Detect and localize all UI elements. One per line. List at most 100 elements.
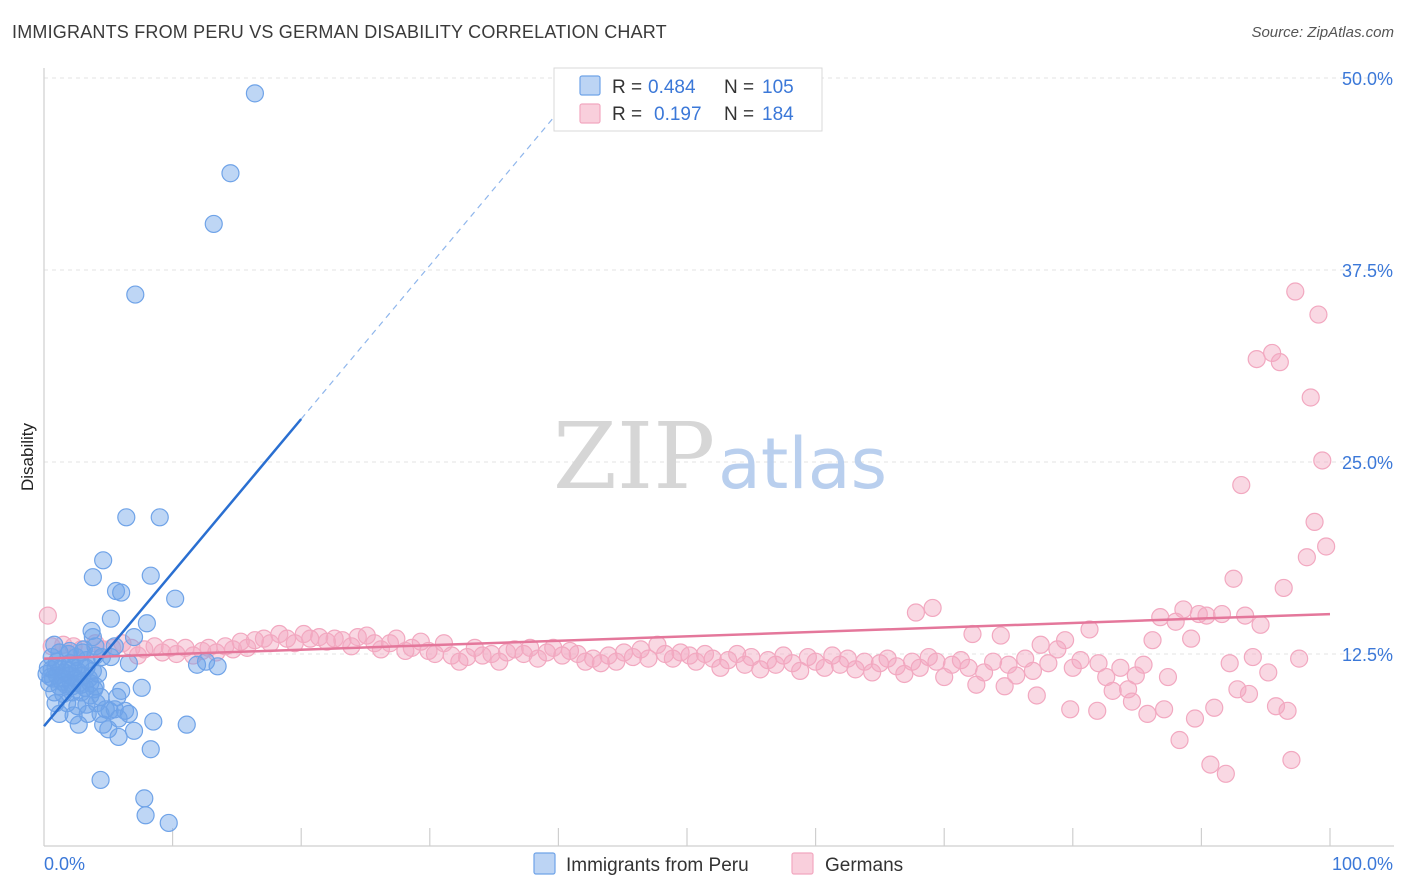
- peru-point: [68, 697, 87, 716]
- german-point: [1278, 701, 1297, 720]
- peru-point: [124, 721, 144, 740]
- german-point: [1286, 282, 1305, 301]
- german-point: [482, 644, 501, 664]
- german-point: [1039, 654, 1058, 673]
- peru-point: [132, 678, 151, 697]
- german-point: [951, 651, 971, 670]
- peru-point: [117, 508, 136, 527]
- german-point: [1282, 750, 1301, 770]
- german-point: [1174, 600, 1193, 619]
- german-point: [1197, 606, 1216, 625]
- german-point: [995, 677, 1014, 696]
- german-point: [863, 663, 882, 682]
- german-point: [1224, 569, 1243, 588]
- peru-point: [68, 661, 87, 680]
- german-point: [1007, 666, 1026, 685]
- peru-point: [69, 715, 88, 734]
- german-point: [348, 628, 367, 647]
- peru-point: [245, 84, 265, 103]
- german-point: [719, 651, 738, 670]
- german-points: [38, 282, 1336, 783]
- german-point: [1048, 640, 1067, 659]
- trend-lines: [43, 80, 1331, 727]
- german-point: [639, 649, 658, 668]
- peru-point: [83, 568, 102, 587]
- german-point: [703, 649, 722, 668]
- german-point: [1151, 608, 1170, 627]
- german-point: [1185, 709, 1205, 728]
- german-point: [1317, 537, 1336, 556]
- top-legend: R = 0.484 N = 105 R = 0.197 N = 184: [553, 67, 823, 132]
- german-point: [607, 652, 626, 671]
- peru-point: [177, 715, 196, 734]
- legend-swatch-german: [579, 103, 601, 124]
- peru-point: [112, 583, 131, 602]
- german-point: [991, 626, 1010, 645]
- bottom-legend-german-label: Germans: [825, 855, 903, 876]
- peru-point: [141, 566, 160, 585]
- german-point: [1170, 730, 1189, 750]
- watermark-zip: ZIP: [553, 403, 715, 510]
- german-point: [1201, 755, 1220, 774]
- german-point: [1313, 451, 1332, 470]
- german-point: [1023, 661, 1043, 680]
- legend-r-value-german: 0.197: [654, 104, 702, 125]
- peru-point: [221, 164, 240, 183]
- german-point: [823, 646, 842, 665]
- german-point: [631, 640, 650, 659]
- german-point: [1216, 764, 1235, 783]
- x-tick-label-min: 0.0%: [44, 854, 85, 874]
- german-point: [1122, 692, 1142, 711]
- bottom-legend-peru-label: Immigrants from Peru: [566, 855, 749, 876]
- peru-point: [64, 706, 83, 725]
- german-point: [959, 658, 978, 677]
- german-point: [1143, 631, 1162, 650]
- legend-r-label-peru: R =: [612, 77, 642, 98]
- peru-point: [109, 727, 128, 747]
- german-point: [1071, 651, 1090, 670]
- peru-point: [119, 654, 138, 673]
- bottom-legend: Immigrants from Peru Germans: [533, 852, 903, 876]
- german-point: [1266, 697, 1286, 716]
- german-point: [528, 649, 547, 668]
- y-tick-label: 50.0%: [1342, 69, 1393, 89]
- german-point: [1080, 620, 1099, 639]
- german-point: [1239, 684, 1259, 704]
- y-tick-labels: 12.5% 25.0% 37.5% 50.0%: [1342, 69, 1393, 665]
- german-point: [457, 647, 477, 667]
- peru-point: [82, 621, 101, 641]
- german-point: [135, 640, 154, 659]
- german-point: [223, 640, 243, 659]
- german-point: [473, 646, 492, 665]
- german-point: [1061, 700, 1080, 719]
- legend-r-label-german: R =: [612, 104, 642, 125]
- german-point: [1063, 658, 1082, 677]
- german-point: [1301, 388, 1320, 407]
- peru-trend-extension: [300, 80, 585, 420]
- german-point: [1247, 349, 1266, 369]
- german-point: [1027, 686, 1046, 705]
- german-point: [1263, 343, 1282, 363]
- peru-points: [37, 84, 265, 833]
- german-point: [245, 631, 265, 650]
- peru-point: [86, 637, 105, 656]
- german-point: [1088, 701, 1107, 720]
- german-point: [490, 652, 509, 671]
- peru-point: [94, 551, 113, 570]
- gridlines: [44, 77, 1394, 655]
- legend-n-label-peru: N =: [724, 77, 754, 98]
- peru-point: [119, 704, 138, 724]
- german-point: [923, 598, 942, 618]
- peru-point: [112, 681, 131, 700]
- german-point: [325, 629, 344, 648]
- peru-point: [105, 637, 124, 656]
- german-point: [505, 640, 524, 659]
- watermark-atlas: atlas: [718, 423, 887, 505]
- german-point: [1111, 658, 1130, 677]
- source-label: Source: ZipAtlas.com: [1251, 24, 1394, 41]
- german-trend-line: [43, 612, 1331, 660]
- german-point: [1055, 631, 1075, 650]
- german-point: [1158, 667, 1178, 687]
- legend-swatch-peru: [579, 75, 601, 96]
